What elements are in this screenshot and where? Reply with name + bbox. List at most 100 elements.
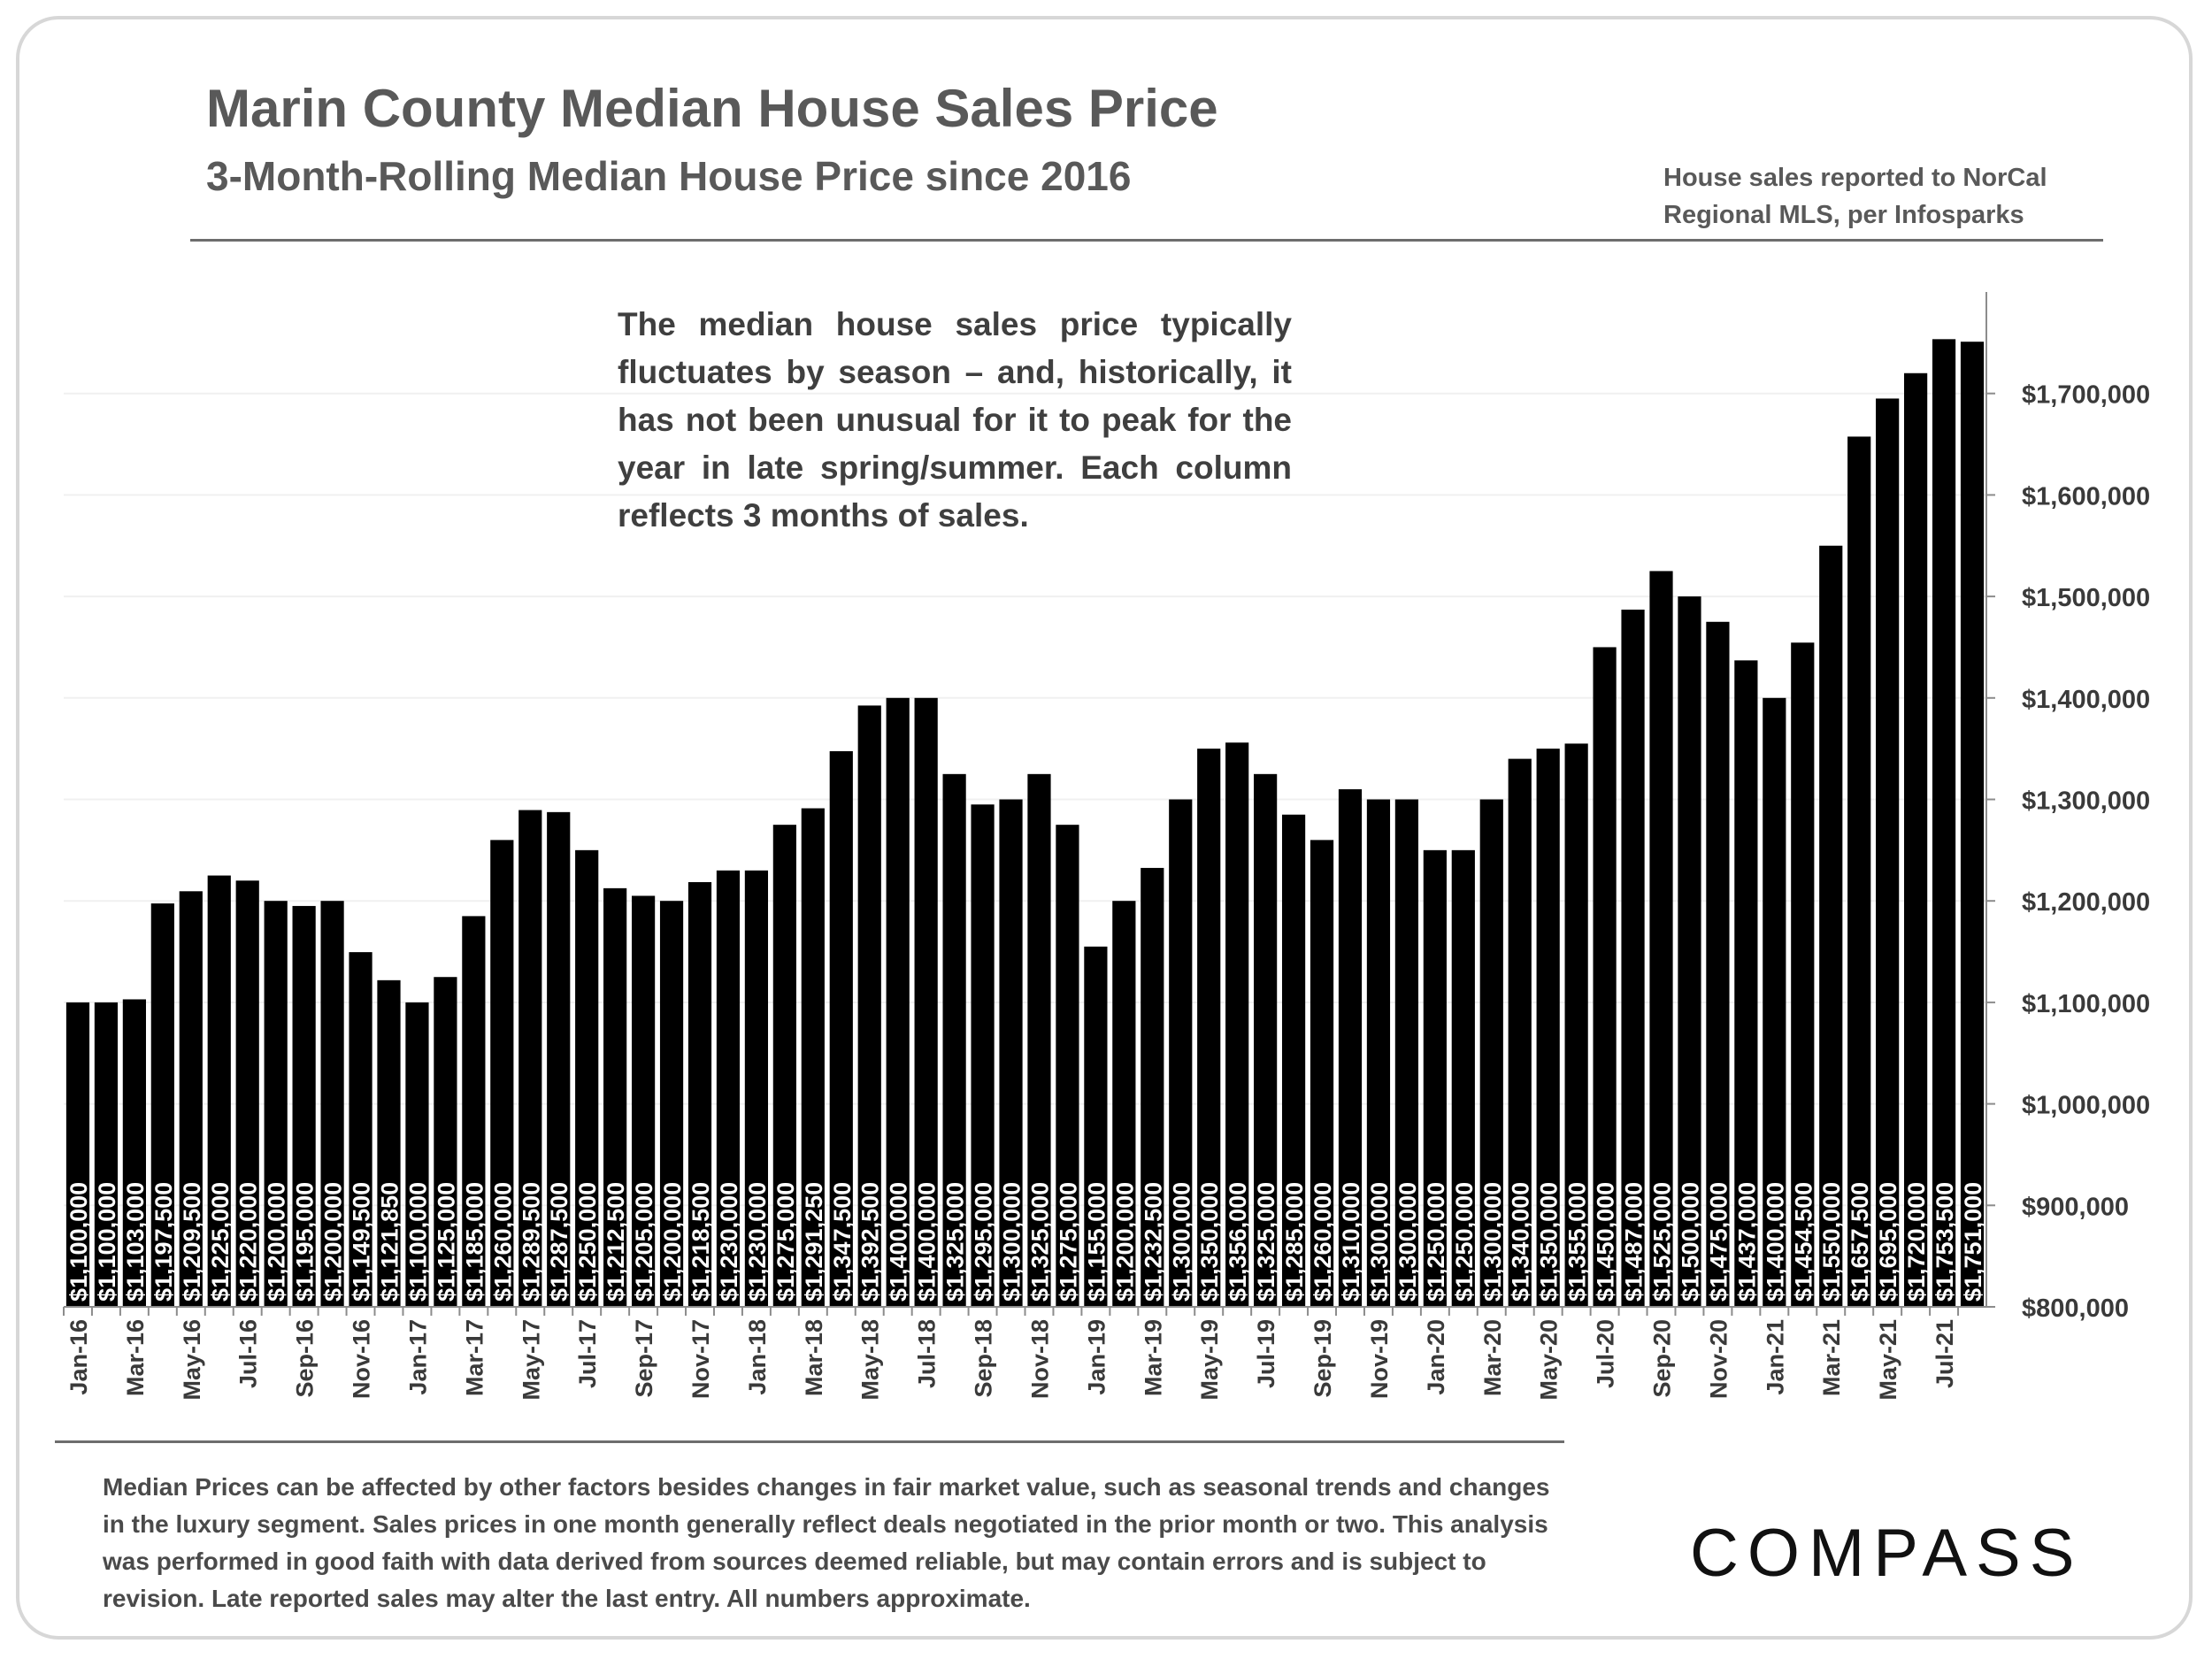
bar-data-label: $1,149,500 — [349, 1182, 375, 1302]
y-tick-label: $1,100,000 — [2022, 990, 2150, 1018]
x-tick-label: Mar-18 — [801, 1319, 827, 1396]
bar-data-label: $1,200,000 — [264, 1182, 290, 1302]
bar-data-label: $1,225,000 — [207, 1182, 234, 1302]
x-tick-label: Sep-19 — [1310, 1319, 1336, 1398]
bar-data-label: $1,400,000 — [886, 1182, 912, 1302]
bar-data-label: $1,275,000 — [1055, 1182, 1081, 1302]
bar — [1564, 743, 1588, 1307]
bar — [320, 901, 344, 1307]
bar — [405, 1002, 429, 1307]
bar — [1423, 849, 1447, 1307]
y-tick-label: $1,700,000 — [2022, 381, 2150, 410]
x-tick-label: Sep-18 — [971, 1319, 997, 1398]
y-tick-label: $1,600,000 — [2022, 482, 2150, 511]
bar — [914, 697, 938, 1307]
bar-data-label: $1,232,500 — [1140, 1182, 1166, 1302]
footer-divider — [55, 1440, 1564, 1443]
x-tick-label: Jul-16 — [235, 1319, 262, 1388]
bar — [1593, 647, 1617, 1307]
bar-data-label: $1,185,000 — [461, 1182, 488, 1302]
header-divider — [190, 239, 2103, 242]
bar — [547, 811, 571, 1307]
bar-data-label: $1,657,500 — [1847, 1182, 1873, 1302]
bar-data-label: $1,260,000 — [489, 1182, 516, 1302]
bar-data-label: $1,340,000 — [1508, 1182, 1534, 1302]
x-tick-label: Jan-19 — [1083, 1319, 1110, 1395]
chart-subtitle: 3-Month-Rolling Median House Price since… — [206, 153, 1132, 199]
y-tick-label: $900,000 — [2022, 1193, 2129, 1221]
bar-data-label: $1,218,500 — [687, 1182, 714, 1302]
x-tick-label: Jul-21 — [1932, 1319, 1958, 1388]
bar — [434, 977, 457, 1307]
bar-data-label: $1,350,000 — [1536, 1182, 1563, 1302]
bar — [490, 840, 514, 1307]
x-tick-label: Jan-20 — [1423, 1319, 1449, 1395]
bar-data-label: $1,220,000 — [235, 1182, 262, 1302]
bar-data-label: $1,200,000 — [320, 1182, 347, 1302]
bar — [1960, 342, 1985, 1307]
bar-data-label: $1,753,500 — [1932, 1182, 1958, 1302]
bar — [772, 825, 796, 1307]
y-tick-label: $1,200,000 — [2022, 888, 2150, 917]
x-tick-label: May-17 — [518, 1319, 544, 1401]
bar — [1678, 596, 1701, 1307]
x-tick-label: May-20 — [1536, 1319, 1563, 1401]
bar — [1056, 825, 1079, 1307]
bar-data-label: $1,356,000 — [1225, 1182, 1251, 1302]
x-tick-label: Sep-20 — [1649, 1319, 1676, 1398]
x-tick-label: Mar-20 — [1479, 1319, 1506, 1396]
bar-data-label: $1,155,000 — [1083, 1182, 1110, 1302]
bar-data-label: $1,212,500 — [603, 1182, 629, 1302]
bar-data-label: $1,295,000 — [971, 1182, 997, 1302]
bar-data-label: $1,100,000 — [404, 1182, 431, 1302]
bar — [1819, 545, 1843, 1307]
x-tick-label: Mar-21 — [1818, 1319, 1845, 1396]
x-tick-label: Jan-21 — [1762, 1319, 1788, 1395]
bar — [1621, 610, 1645, 1307]
bar — [942, 773, 966, 1307]
bar — [1508, 758, 1532, 1307]
bar-data-label: $1,300,000 — [1168, 1182, 1194, 1302]
bar-data-label: $1,325,000 — [1026, 1182, 1053, 1302]
bar-data-label: $1,400,000 — [1762, 1182, 1788, 1302]
bar-data-label: $1,287,500 — [546, 1182, 572, 1302]
bar-data-label: $1,300,000 — [1394, 1182, 1421, 1302]
bar — [1225, 742, 1249, 1307]
bar — [462, 916, 486, 1307]
bar — [1791, 642, 1815, 1307]
x-tick-label: Jul-19 — [1253, 1319, 1279, 1388]
x-tick-label: Sep-17 — [631, 1319, 657, 1398]
bar-data-label: $1,289,500 — [518, 1182, 544, 1302]
bar-data-label: $1,350,000 — [1196, 1182, 1223, 1302]
chart-title: Marin County Median House Sales Price — [206, 79, 1218, 138]
x-tick-label: Nov-17 — [687, 1319, 714, 1399]
bar-data-label: $1,325,000 — [1253, 1182, 1279, 1302]
x-tick-label: Jul-20 — [1593, 1319, 1619, 1388]
bar-data-label: $1,450,000 — [1593, 1182, 1619, 1302]
axes: $800,000 $900,000 $1,000,000 $1,100,000 $1,2… — [63, 292, 2150, 1401]
bar — [1763, 697, 1786, 1307]
source-note: House sales reported to NorCal Regional … — [1663, 159, 2047, 234]
bar — [377, 979, 401, 1307]
x-tick-label: Mar-19 — [1140, 1319, 1166, 1396]
bar-data-label: $1,200,000 — [1111, 1182, 1138, 1302]
bar — [292, 905, 316, 1307]
bar — [971, 804, 995, 1307]
x-tick-label: May-16 — [179, 1319, 205, 1401]
bar — [1847, 436, 1871, 1307]
bar — [1394, 799, 1419, 1307]
source-note-line-1: House sales reported to NorCal — [1663, 164, 2047, 192]
bar — [179, 891, 203, 1307]
bar — [801, 808, 825, 1307]
bar — [1112, 901, 1136, 1307]
bar — [716, 870, 741, 1307]
x-tick-label: Nov-16 — [349, 1319, 375, 1399]
x-tick-label: Mar-16 — [122, 1319, 149, 1396]
bar-data-label: $1,325,000 — [942, 1182, 969, 1302]
x-tick-label: Jul-17 — [574, 1319, 601, 1388]
x-tick-label: Nov-18 — [1026, 1319, 1053, 1399]
card-frame — [16, 16, 2193, 1640]
bar — [631, 895, 656, 1307]
bar — [857, 705, 881, 1307]
